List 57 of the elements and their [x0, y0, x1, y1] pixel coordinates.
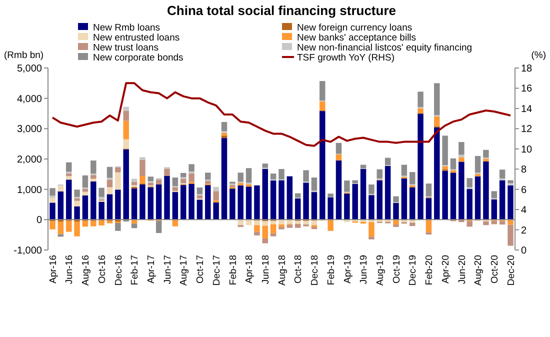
y-tick-label: 4,000: [16, 94, 42, 105]
x-tick-label: Aug-19: [374, 255, 386, 286]
legend-label: New entrusted loans: [93, 32, 180, 44]
x-tick-label: Oct-19: [391, 255, 402, 284]
y2-tick-label: 0: [521, 246, 527, 256]
y-tick-label: 0: [36, 215, 42, 226]
y2-tick-label: 6: [521, 184, 527, 196]
legend-label: New foreign currency loans: [297, 22, 412, 34]
x-tick-label: Dec-20: [506, 255, 517, 286]
x-tick-label: Aug-16: [80, 255, 92, 286]
y2-tick-label: 16: [521, 84, 533, 95]
x-tick-label: Jun-18: [260, 255, 272, 284]
x-tick-label: Dec-18: [310, 255, 321, 286]
x-tick-label: Apr-18: [244, 255, 256, 284]
x-tick-label: Oct-18: [293, 255, 304, 284]
y2-tick-label: 8: [521, 164, 527, 176]
x-tick-label: Aug-20: [473, 255, 484, 286]
y-tick-label: -1,000: [14, 246, 42, 256]
x-tick-label: Oct-17: [195, 255, 206, 284]
legend-label: TSF growth YoY (RHS): [297, 52, 395, 64]
x-tick-label: Feb-19: [326, 255, 337, 286]
y2-tick-label: 2: [521, 225, 527, 236]
chart-title: China total social financing structure: [167, 3, 396, 18]
x-tick-label: Feb-17: [130, 255, 141, 286]
y2-tick-label: 14: [521, 104, 533, 115]
legend-label: New trust loans: [93, 42, 159, 54]
legend-label: New corporate bonds: [93, 52, 184, 64]
y-tick-label: 5,000: [16, 64, 42, 74]
x-tick-label: Jun-19: [358, 255, 370, 284]
x-tick-label: Feb-18: [228, 255, 239, 286]
x-tick-label: Apr-17: [146, 255, 157, 284]
x-tick-label: Jun-17: [162, 255, 174, 284]
x-tick-label: Apr-20: [440, 255, 452, 284]
y2-tick-label: 4: [521, 205, 527, 216]
legend-label: New banks' acceptance bills: [297, 32, 416, 44]
y2-tick-label: 12: [521, 124, 533, 136]
y2-tick-label: 18: [521, 64, 533, 74]
y-tick-label: 1,000: [16, 184, 42, 196]
y-tick-label: 2,000: [16, 154, 42, 166]
x-tick-label: Aug-17: [178, 255, 190, 286]
x-tick-label: Oct-20: [489, 255, 500, 284]
x-tick-label: Apr-16: [48, 255, 59, 284]
x-tick-label: Jun-16: [64, 255, 76, 284]
y2-axis-title: (%): [531, 50, 546, 61]
x-tick-label: Oct-16: [96, 255, 108, 284]
legend-label: New non-financial listcos' equity financing: [297, 42, 472, 54]
x-tick-label: Feb-20: [424, 255, 436, 286]
x-tick-label: Apr-19: [342, 255, 354, 284]
y-axis-title: (Rmb bn): [4, 50, 44, 61]
y-tick-label: 3,000: [16, 124, 42, 136]
y2-tick-label: 10: [521, 144, 533, 156]
x-tick-label: Dec-19: [408, 255, 419, 286]
x-tick-label: Aug-18: [276, 255, 288, 286]
x-tick-label: Dec-16: [113, 255, 124, 286]
x-tick-label: Jun-20: [456, 255, 468, 284]
x-tick-label: Dec-17: [211, 255, 222, 286]
legend-label: New Rmb loans: [93, 22, 160, 34]
